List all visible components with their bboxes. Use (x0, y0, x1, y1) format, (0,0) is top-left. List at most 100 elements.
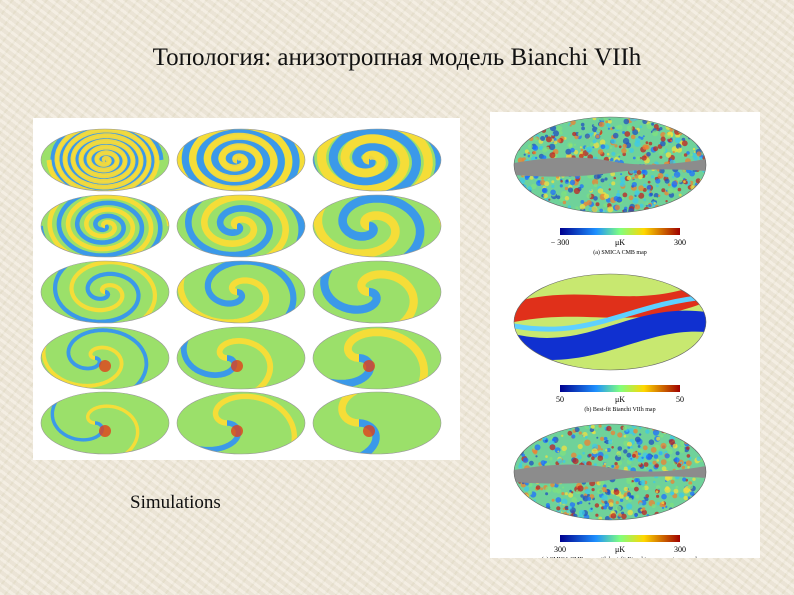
noise-spot (595, 513, 599, 517)
noise-spot (582, 495, 589, 502)
noise-spot (692, 147, 696, 151)
noise-spot (664, 141, 669, 146)
noise-spot (564, 492, 568, 496)
noise-spot (653, 193, 659, 198)
noise-spot (614, 462, 618, 466)
noise-spot (565, 179, 569, 183)
galactic-mask (514, 464, 706, 484)
noise-spot (598, 424, 602, 428)
noise-spot (587, 493, 590, 497)
noise-spot (653, 480, 656, 484)
noise-spot (634, 486, 639, 492)
noise-spot (573, 150, 579, 155)
noise-spot (643, 496, 646, 499)
noise-spot (696, 456, 701, 462)
noise-spot (527, 154, 531, 158)
noise-spot (545, 492, 549, 496)
noise-spot (545, 146, 550, 151)
noise-spot (550, 482, 555, 488)
noise-spot (623, 208, 628, 213)
noise-spot (533, 450, 538, 455)
map (177, 392, 305, 454)
noise-spot (597, 188, 604, 194)
noise-spot (571, 434, 576, 439)
noise-spot (560, 180, 563, 183)
noise-spot (686, 460, 692, 466)
map-caption: (c) SMICA CMB map with best-fit Bianchi … (542, 556, 699, 558)
noise-spot (672, 175, 675, 179)
noise-spot (594, 503, 600, 508)
noise-spot (544, 181, 550, 187)
noise-spot (667, 187, 674, 194)
noise-spot (605, 120, 608, 124)
noise-spot (652, 130, 659, 137)
noise-spot (682, 477, 687, 482)
noise-spot (687, 466, 690, 469)
noise-spot (670, 139, 673, 142)
noise-spot (604, 500, 608, 504)
colorbar-unit: μK (615, 238, 625, 247)
noise-spot (597, 488, 603, 495)
noise-spot (613, 196, 619, 202)
noise-spot (620, 173, 623, 176)
noise-spot (681, 140, 688, 147)
noise-spot (628, 428, 634, 434)
noise-spot (561, 434, 564, 437)
noise-spot (577, 485, 584, 492)
noise-spot (661, 188, 666, 193)
map-caption: (a) SMICA CMB map (593, 249, 647, 256)
noise-spot (588, 502, 591, 505)
noise-spot (549, 457, 553, 461)
noise-spot (535, 455, 538, 458)
noise-spot (592, 139, 597, 144)
noise-spot (671, 180, 678, 187)
noise-spot (683, 495, 688, 501)
noise-spot (569, 179, 576, 186)
noise-spot (672, 150, 675, 154)
noise-spot (579, 204, 586, 210)
noise-spot (571, 452, 577, 459)
noise-spot (677, 187, 682, 192)
noise-spot (638, 174, 643, 180)
noise-spot (529, 176, 534, 180)
noise-spot (654, 463, 659, 468)
noise-spot (531, 183, 537, 190)
noise-spot (646, 123, 653, 130)
noise-spot (614, 144, 618, 148)
noise-spot (549, 444, 556, 451)
map-base (177, 327, 305, 389)
noise-spot (674, 137, 681, 144)
noise-spot (551, 184, 555, 188)
map-outline (176, 260, 306, 324)
noise-spot (548, 143, 556, 151)
noise-spot (673, 462, 676, 465)
map-outline (176, 391, 306, 455)
galactic-mask (514, 157, 706, 177)
noise-spot (638, 433, 642, 436)
noise-spot (653, 124, 659, 129)
noise-spot (650, 175, 655, 179)
noise-spot (592, 179, 599, 186)
noise-spot (658, 450, 664, 456)
noise-spot (597, 149, 604, 155)
noise-spot (673, 189, 678, 194)
noise-spot (601, 494, 608, 502)
noise-spot (683, 180, 686, 183)
noise-spot (551, 180, 555, 184)
noise-spot (661, 506, 665, 509)
map-band (514, 310, 706, 361)
colorbar-max: 300 (674, 238, 686, 247)
spiral-band (41, 392, 140, 454)
noise-spot (632, 197, 639, 204)
noise-spot (667, 448, 673, 455)
map-outline (312, 260, 442, 324)
noise-spot (538, 147, 541, 150)
noise-spot (658, 194, 661, 197)
noise-spot (692, 477, 696, 481)
noise-spot (595, 134, 600, 139)
noise-spot (557, 450, 560, 453)
noise-spot (639, 426, 642, 429)
noise-spot (600, 178, 605, 183)
noise-spot (527, 186, 532, 191)
colorbar (560, 385, 680, 392)
